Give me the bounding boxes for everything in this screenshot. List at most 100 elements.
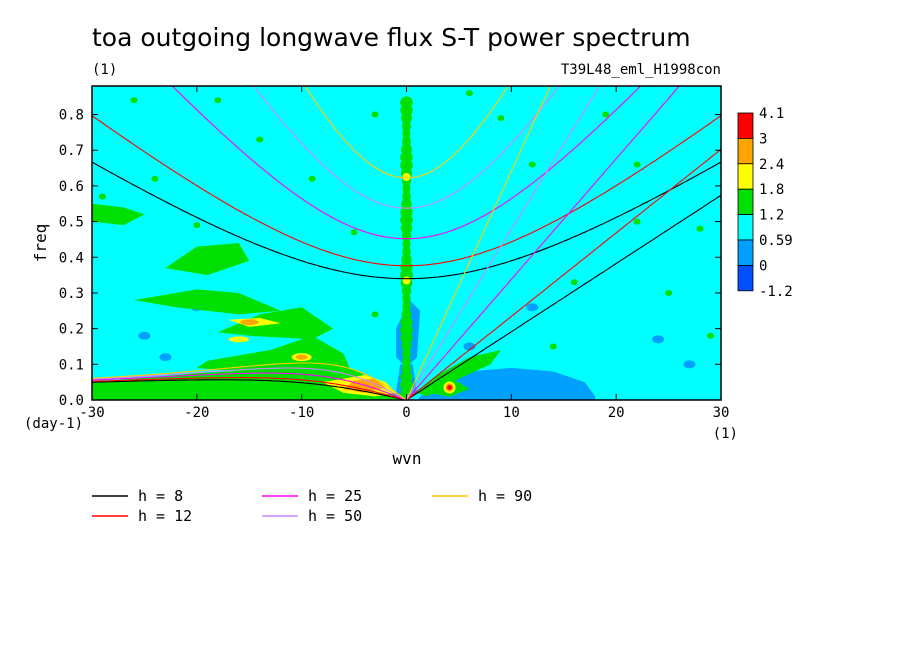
ridge-blob [401, 363, 412, 376]
colorbar-label: 4.1 [759, 106, 784, 122]
green-speck [549, 343, 557, 350]
green-speck [256, 136, 264, 143]
colorbar: 4.1 3 2.4 1.8 1.2 0.59 0 -1.2 [737, 106, 793, 300]
colorbar-label: 0 [759, 258, 767, 274]
green-band [133, 289, 281, 315]
colorbar-swatch [737, 137, 754, 165]
x-tick-label: 20 [608, 405, 625, 421]
green-speck [350, 229, 358, 236]
green-speck [98, 193, 106, 200]
y-tick-label: 0.6 [59, 179, 84, 195]
y-tick-label: 0.1 [59, 357, 84, 373]
y-axis-unit: (day-1) [24, 416, 83, 432]
inertia-gravity-curve [304, 86, 509, 179]
colorbar-swatch [737, 188, 754, 215]
green-speck [707, 332, 715, 339]
kelvin-curve [406, 86, 681, 400]
blue-patch [138, 331, 151, 340]
inertia-gravity-curve [92, 115, 721, 267]
legend-label: h = 25 [308, 487, 362, 505]
colorbar-label: 0.59 [759, 233, 793, 249]
legend-label: h = 90 [478, 487, 532, 505]
green-speck [151, 175, 159, 182]
blue-patch [463, 342, 476, 351]
x-tick-label: 30 [713, 405, 730, 421]
colorbar-swatch [737, 239, 754, 266]
dispersion-curves [92, 86, 721, 400]
ridge-blob [400, 371, 413, 384]
ridge-blob [400, 96, 413, 109]
green-speck [633, 218, 641, 225]
x-tick-label: -20 [184, 405, 209, 421]
title-unit: (1) [92, 62, 117, 78]
ridge-blob [401, 253, 412, 266]
x-tick-label: -10 [289, 405, 314, 421]
x-tick-label: -30 [79, 405, 104, 421]
x-axis-label: wvn [393, 449, 422, 468]
green-speck [465, 90, 473, 97]
green-speck [371, 111, 379, 118]
kelvin-curve [405, 86, 551, 400]
ridge-blob [401, 143, 412, 156]
x-tick-label: 10 [503, 405, 520, 421]
colorbar-swatch [737, 112, 754, 139]
colorbar-label: 1.2 [759, 208, 784, 224]
green-speck [308, 175, 316, 182]
y-tick-label: 0.8 [59, 108, 84, 124]
y-tick-label: 0.3 [59, 286, 84, 302]
green-speck [633, 161, 641, 168]
orange-patch [240, 319, 259, 326]
green-speck [696, 225, 704, 232]
blue-patch [526, 303, 539, 312]
kelvin-curve [406, 148, 721, 400]
rossby-curve [92, 379, 407, 400]
rossby-curve [92, 372, 407, 400]
green-speck [665, 289, 673, 296]
plot-area: -30 -20 -10 0 10 20 30 0.0 0.1 0.2 0.3 0.4 0.5 0.6 0.… [59, 85, 730, 421]
rossby-curve [92, 362, 407, 400]
ridge-blob [400, 316, 413, 329]
ridge-peak [402, 276, 411, 285]
rossby-curve [92, 367, 407, 400]
ridge-peak [402, 172, 411, 181]
green-band [416, 350, 501, 397]
y-tick-label: 0.4 [59, 250, 84, 266]
peak-center [446, 385, 452, 391]
green-band [92, 203, 145, 226]
yellow-patch [228, 336, 249, 343]
x-axis-unit: (1) [713, 426, 738, 442]
colorbar-label: 1.8 [759, 182, 784, 198]
green-speck [602, 111, 610, 118]
legend-label: h = 8 [138, 487, 183, 505]
blue-patch [652, 335, 665, 344]
blue-patch [683, 360, 696, 369]
ridge-blob [400, 261, 413, 274]
colorbar-label: 3 [759, 131, 767, 147]
inertia-gravity-curve [253, 86, 560, 209]
rossby-curve [92, 377, 407, 400]
spectrum-field [92, 90, 715, 400]
kelvin-curve [406, 86, 601, 400]
ridge-blob [401, 198, 412, 211]
inertia-gravity-curve [92, 161, 721, 280]
ridge-blob [401, 308, 412, 321]
y-axis-ticks: 0.0 0.1 0.2 0.3 0.4 0.5 0.6 0.7 0.8 [59, 108, 721, 409]
green-speck [528, 161, 536, 168]
green-speck [570, 279, 578, 286]
colorbar-label: 2.4 [759, 157, 784, 173]
y-tick-label: 0.0 [59, 393, 84, 409]
colorbar-swatch [737, 214, 754, 241]
blue-patch [159, 353, 172, 362]
y-tick-label: 0.5 [59, 215, 84, 231]
x-tick-label: 0 [402, 405, 410, 421]
legend-label: h = 12 [138, 507, 192, 525]
y-tick-label: 0.2 [59, 322, 84, 338]
colorbar-label: -1.2 [759, 284, 793, 300]
legend: h = 8 h = 12 h = 25 h = 50 h = 90 [92, 487, 532, 525]
green-band [165, 243, 250, 276]
orange-patch [295, 354, 308, 360]
green-speck [497, 115, 505, 122]
colorbar-swatch [737, 163, 754, 190]
kelvin-curve [406, 194, 721, 400]
